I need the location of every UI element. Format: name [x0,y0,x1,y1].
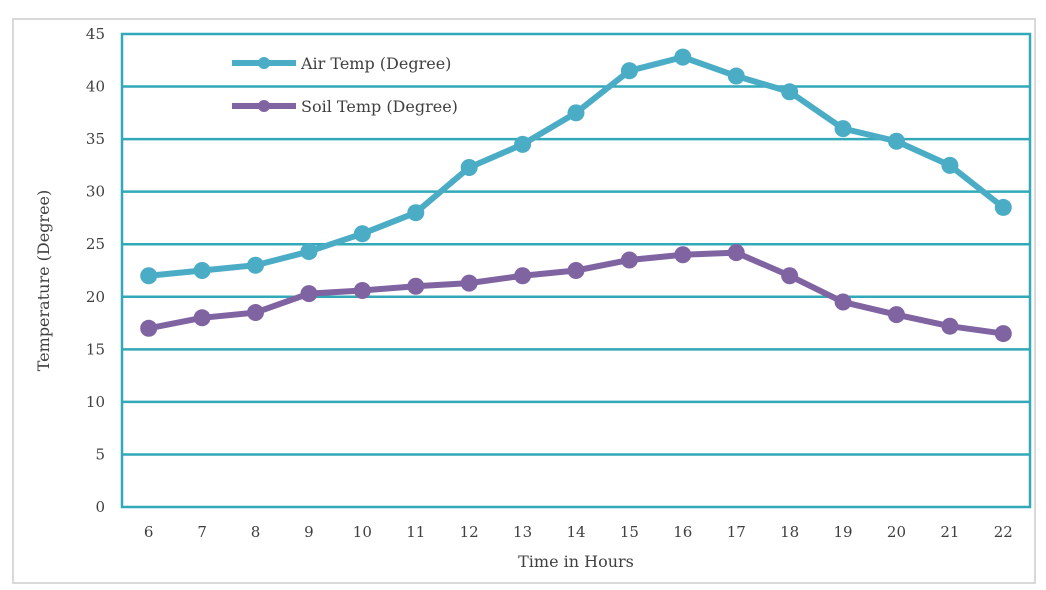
x-axis-ticks: 6 7 8 9 10 11 12 13 14 15 16 17 18 19 20 21 22 [144,523,1013,541]
y-tick-label: 5 [95,445,105,463]
series-1 [140,244,1012,343]
x-tick-label: 15 [620,523,639,541]
y-tick-label: 45 [86,25,105,43]
y-tick-label: 35 [86,130,105,148]
legend-marker-soil-temp [258,100,270,112]
x-tick-label: 16 [673,523,692,541]
data-point [460,274,478,292]
data-point [620,251,638,269]
data-point [460,158,478,176]
x-tick-label: 18 [780,523,799,541]
data-point [834,120,852,138]
x-tick-label: 7 [197,523,207,541]
x-tick-label: 17 [727,523,746,541]
data-point [300,243,318,261]
legend: Air Temp (Degree) Soil Temp (Degree) [232,54,458,116]
chart-frame [12,18,1036,584]
data-point [140,267,158,285]
data-point [887,306,905,324]
data-point [407,277,425,295]
series-group [140,48,1012,343]
x-tick-label: 21 [940,523,959,541]
data-point [781,83,799,101]
x-tick-label: 19 [834,523,853,541]
data-point [353,281,371,299]
plot-area-border [120,32,1032,509]
x-tick-label: 14 [566,523,585,541]
y-axis-title: Temperature (Degree) [34,190,53,372]
data-point [674,48,692,66]
y-tick-label: 15 [86,340,105,358]
data-point [407,204,425,222]
x-axis-title: Time in Hours [518,552,634,571]
x-tick-label: 9 [304,523,314,541]
y-tick-label: 0 [95,498,105,516]
data-point [727,244,745,262]
data-point [834,293,852,311]
data-point [514,135,532,153]
data-point [727,67,745,85]
data-point [567,104,585,122]
data-point [941,156,959,174]
data-point [247,304,265,322]
y-tick-label: 40 [86,78,105,96]
data-point [140,319,158,337]
data-point [674,246,692,264]
x-tick-label: 20 [887,523,906,541]
data-point [620,62,638,80]
data-point [887,132,905,150]
legend-label-soil-temp: Soil Temp (Degree) [301,97,458,116]
x-tick-label: 13 [513,523,532,541]
x-tick-label: 11 [406,523,425,541]
x-tick-label: 8 [251,523,261,541]
x-tick-label: 6 [144,523,154,541]
y-tick-label: 30 [86,183,105,201]
legend-marker-air-temp [258,57,270,69]
x-tick-label: 12 [460,523,479,541]
y-tick-label: 20 [86,288,105,306]
data-point [514,267,532,285]
data-point [994,198,1012,216]
data-point [193,262,211,279]
y-tick-label: 25 [86,235,105,253]
series-line [148,54,1006,279]
legend-label-air-temp: Air Temp (Degree) [300,54,451,73]
x-tick-label: 10 [353,523,372,541]
data-point [781,267,799,285]
y-tick-label: 10 [86,393,105,411]
data-point [567,262,585,279]
data-point [994,325,1012,343]
data-point [300,285,318,303]
data-point [353,225,371,243]
series-0 [140,48,1012,285]
data-point [247,256,265,274]
x-tick-label: 22 [994,523,1013,541]
y-axis-ticks: 0 5 10 15 20 25 30 35 40 45 [86,25,105,516]
data-point [193,309,211,327]
data-point [941,317,959,335]
